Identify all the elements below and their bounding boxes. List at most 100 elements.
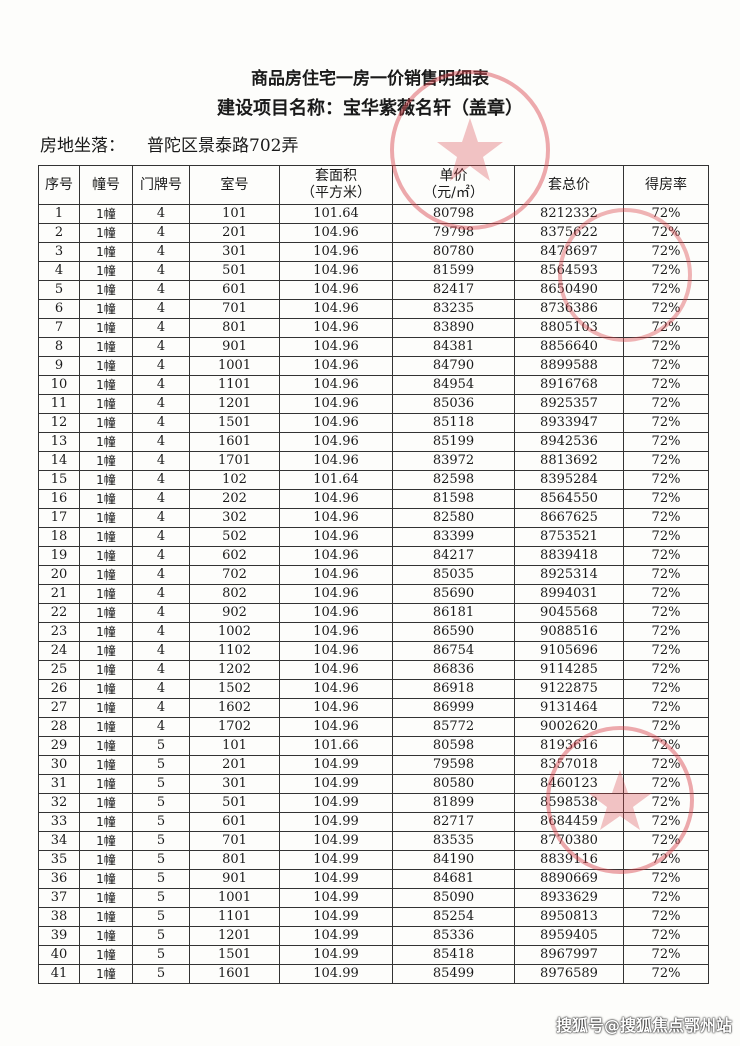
cell-seq: 9 <box>38 356 80 376</box>
cell-building: 1幢 <box>79 831 133 851</box>
cell-area: 104.99 <box>279 831 393 851</box>
cell-unit-price: 85499 <box>392 964 515 984</box>
cell-efficiency-rate: 72% <box>623 679 709 699</box>
cell-efficiency-rate: 72% <box>623 736 709 756</box>
cell-area: 104.96 <box>279 375 393 395</box>
table-row: 23 1幢 4 1002 104.96 86590 9088516 72% <box>38 622 709 642</box>
cell-building: 1幢 <box>79 641 133 661</box>
cell-total-price: 8598538 <box>514 793 624 813</box>
watermark: 搜狐号@搜狐焦点鄂州站 <box>555 1016 732 1035</box>
cell-door-number: 5 <box>132 907 190 927</box>
cell-total-price: 8564550 <box>514 489 624 509</box>
cell-area: 104.99 <box>279 964 393 984</box>
cell-efficiency-rate: 72% <box>623 641 709 661</box>
cell-area: 104.99 <box>279 926 393 946</box>
cell-total-price: 9105696 <box>514 641 624 661</box>
cell-door-number: 4 <box>132 508 190 528</box>
cell-unit-price: 86754 <box>392 641 515 661</box>
cell-room-number: 202 <box>189 489 280 509</box>
cell-area: 104.99 <box>279 793 393 813</box>
cell-total-price: 8933629 <box>514 888 624 908</box>
cell-efficiency-rate: 72% <box>623 261 709 281</box>
table-row: 26 1幢 4 1502 104.96 86918 9122875 72% <box>38 679 709 699</box>
cell-building: 1幢 <box>79 242 133 262</box>
cell-unit-price: 85690 <box>392 584 515 604</box>
header-door-number: 门牌号 <box>132 165 190 205</box>
sales-table: 序号 幢号 门牌号 室号 套面积 （平方米） 单价 （元/㎡） 套总价 得房率 1 1幢 4 101… <box>38 165 709 984</box>
cell-building: 1幢 <box>79 679 133 699</box>
cell-unit-price: 83399 <box>392 527 515 547</box>
cell-efficiency-rate: 72% <box>623 945 709 965</box>
table-row: 41 1幢 5 1601 104.99 85499 8976589 72% <box>38 964 709 984</box>
cell-building: 1幢 <box>79 261 133 281</box>
cell-area: 104.99 <box>279 945 393 965</box>
cell-area: 104.99 <box>279 888 393 908</box>
table-row: 37 1幢 5 1001 104.99 85090 8933629 72% <box>38 888 709 908</box>
cell-total-price: 8684459 <box>514 812 624 832</box>
cell-door-number: 4 <box>132 242 190 262</box>
cell-seq: 27 <box>38 698 80 718</box>
cell-seq: 36 <box>38 869 80 889</box>
cell-seq: 38 <box>38 907 80 927</box>
cell-room-number: 501 <box>189 261 280 281</box>
table-row: 6 1幢 4 701 104.96 83235 8736386 72% <box>38 299 709 319</box>
cell-area: 104.99 <box>279 869 393 889</box>
cell-total-price: 8925314 <box>514 565 624 585</box>
cell-seq: 15 <box>38 470 80 490</box>
cell-total-price: 8736386 <box>514 299 624 319</box>
cell-door-number: 5 <box>132 964 190 984</box>
cell-room-number: 1002 <box>189 622 280 642</box>
cell-building: 1幢 <box>79 698 133 718</box>
cell-seq: 3 <box>38 242 80 262</box>
cell-building: 1幢 <box>79 527 133 547</box>
cell-door-number: 4 <box>132 698 190 718</box>
cell-room-number: 1701 <box>189 451 280 471</box>
cell-efficiency-rate: 72% <box>623 698 709 718</box>
table-row: 33 1幢 5 601 104.99 82717 8684459 72% <box>38 812 709 832</box>
cell-efficiency-rate: 72% <box>623 660 709 680</box>
cell-room-number: 1501 <box>189 945 280 965</box>
cell-efficiency-rate: 72% <box>623 489 709 509</box>
cell-area: 104.96 <box>279 261 393 281</box>
cell-unit-price: 82580 <box>392 508 515 528</box>
header-total-price: 套总价 <box>514 165 624 205</box>
cell-door-number: 5 <box>132 793 190 813</box>
cell-area: 104.99 <box>279 907 393 927</box>
cell-door-number: 4 <box>132 356 190 376</box>
table-row: 18 1幢 4 502 104.96 83399 8753521 72% <box>38 527 709 547</box>
cell-building: 1幢 <box>79 926 133 946</box>
table-row: 39 1幢 5 1201 104.99 85336 8959405 72% <box>38 926 709 946</box>
table-row: 35 1幢 5 801 104.99 84190 8839116 72% <box>38 850 709 870</box>
cell-building: 1幢 <box>79 356 133 376</box>
cell-unit-price: 84190 <box>392 850 515 870</box>
cell-room-number: 802 <box>189 584 280 604</box>
cell-seq: 18 <box>38 527 80 547</box>
cell-door-number: 4 <box>132 375 190 395</box>
cell-room-number: 602 <box>189 546 280 566</box>
cell-door-number: 4 <box>132 299 190 319</box>
cell-building: 1幢 <box>79 470 133 490</box>
cell-room-number: 101 <box>189 204 280 224</box>
cell-efficiency-rate: 72% <box>623 280 709 300</box>
cell-seq: 29 <box>38 736 80 756</box>
cell-total-price: 8959405 <box>514 926 624 946</box>
cell-unit-price: 85090 <box>392 888 515 908</box>
cell-efficiency-rate: 72% <box>623 451 709 471</box>
cell-building: 1幢 <box>79 337 133 357</box>
table-row: 20 1幢 4 702 104.96 85035 8925314 72% <box>38 565 709 585</box>
cell-area: 104.96 <box>279 451 393 471</box>
cell-efficiency-rate: 72% <box>623 850 709 870</box>
cell-area: 101.66 <box>279 736 393 756</box>
cell-building: 1幢 <box>79 489 133 509</box>
table-header-row: 序号 幢号 门牌号 室号 套面积 （平方米） 单价 （元/㎡） 套总价 得房率 <box>38 165 709 205</box>
cell-unit-price: 80580 <box>392 774 515 794</box>
cell-seq: 17 <box>38 508 80 528</box>
cell-seq: 32 <box>38 793 80 813</box>
cell-door-number: 5 <box>132 945 190 965</box>
cell-unit-price: 79598 <box>392 755 515 775</box>
cell-efficiency-rate: 72% <box>623 356 709 376</box>
cell-efficiency-rate: 72% <box>623 926 709 946</box>
cell-unit-price: 84790 <box>392 356 515 376</box>
cell-seq: 7 <box>38 318 80 338</box>
cell-seq: 39 <box>38 926 80 946</box>
